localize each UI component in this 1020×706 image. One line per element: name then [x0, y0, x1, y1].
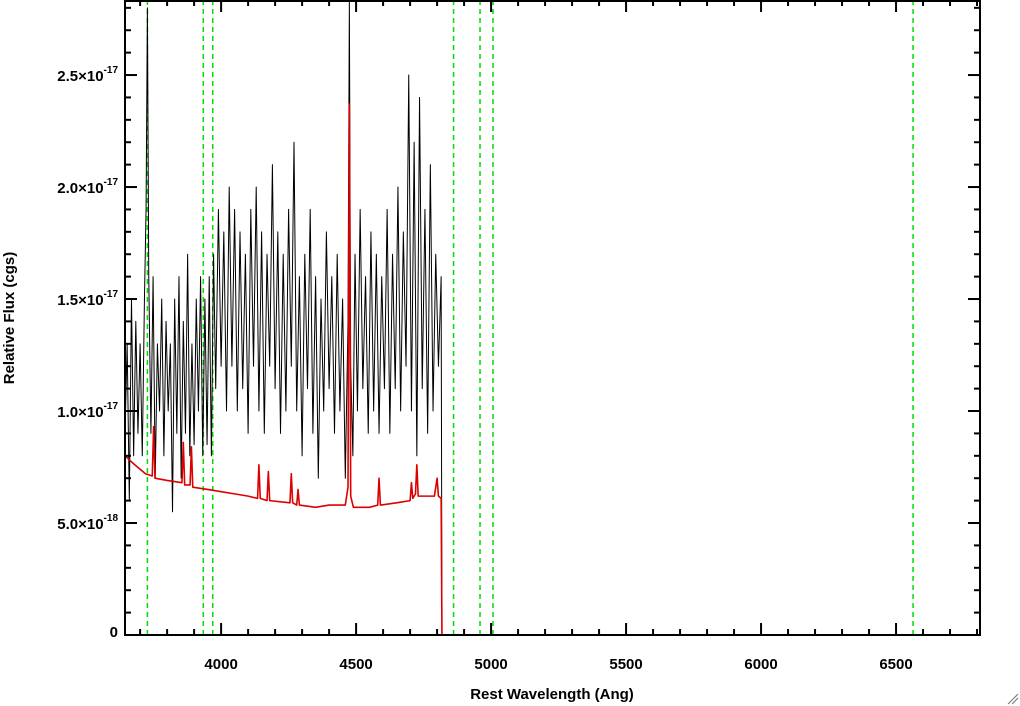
- resize-grip: [1007, 693, 1019, 705]
- spectrum-line: [124, 103, 980, 636]
- y-tick-label: 0: [110, 624, 118, 641]
- plot-frame: [124, 0, 981, 636]
- y-tick-label: 2.5×10-17: [57, 65, 118, 85]
- y-tick-label: 2.0×10-17: [57, 177, 118, 197]
- x-tick-label: 6000: [744, 656, 777, 673]
- x-axis-title: Rest Wavelength (Ang): [470, 686, 634, 703]
- y-tick-mantissa: 1.5×10: [57, 292, 103, 309]
- x-tick-label: 4000: [204, 656, 237, 673]
- y-tick-mantissa: 2.0×10: [57, 180, 103, 197]
- y-tick-exponent: -18: [104, 513, 119, 524]
- y-tick-exponent: -17: [104, 289, 119, 300]
- x-tick-label: 4500: [339, 656, 372, 673]
- y-axis-title: Relative Flux (cgs): [1, 252, 18, 385]
- y-tick-label: 1.5×10-17: [57, 289, 118, 309]
- y-tick-mantissa: 1.0×10: [57, 404, 103, 421]
- y-tick-label: 1.0×10-17: [57, 401, 118, 421]
- y-tick-label: 5.0×10-18: [57, 513, 118, 533]
- y-tick-exponent: -17: [104, 65, 119, 76]
- y-tick-mantissa: 5.0×10: [57, 516, 103, 533]
- x-tick-label: 5000: [474, 656, 507, 673]
- y-tick-exponent: -17: [104, 401, 119, 412]
- x-tick-label: 5500: [609, 656, 642, 673]
- y-tick-exponent: -17: [104, 177, 119, 188]
- spectrum-line: [124, 0, 980, 636]
- x-tick-label: 6500: [879, 656, 912, 673]
- y-tick-mantissa: 2.5×10: [57, 68, 103, 85]
